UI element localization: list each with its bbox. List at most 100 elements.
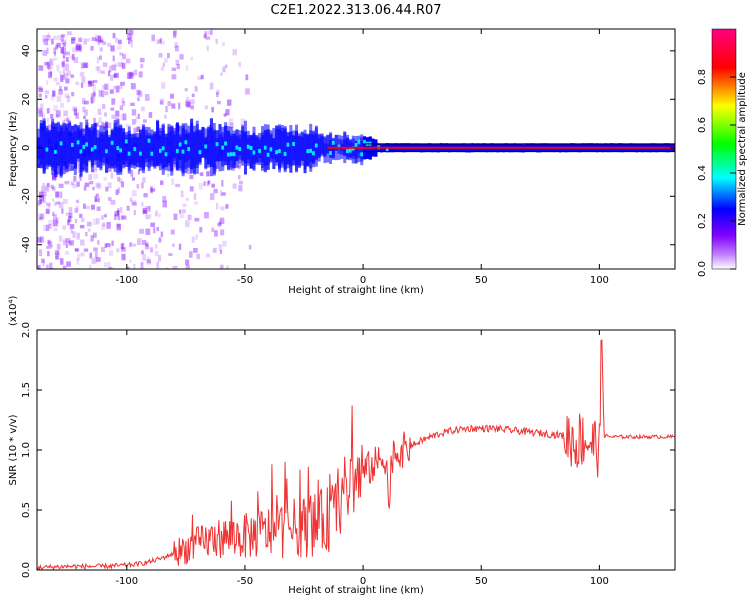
spectrogram-cell [92,232,97,238]
spectrogram-cell [198,182,204,190]
spectrogram-cell [160,100,163,105]
spectrogram-cell [238,130,242,156]
spectrogram-cell [63,110,68,117]
spectrogram-cell [47,239,51,245]
spectrogram-cell [93,247,98,252]
spectrogram-cell [185,264,190,269]
spectrogram-cell [249,134,253,169]
spectrogram-cell [142,253,147,261]
spectrogram-cell [190,105,194,110]
spectrogram-cell [148,206,151,212]
spectrogram-cell [90,95,96,103]
spectrogram-cell [159,180,164,186]
spectrogram-cell [175,59,180,66]
spectrogram-cell [150,151,155,156]
spectrogram-cell [227,99,232,106]
spectrogram-cell [229,122,234,129]
spectrogram-cell [92,91,96,96]
spectrogram-cell [110,128,114,166]
spectrogram-cell [106,221,111,229]
spectrogram-cell [68,121,72,163]
spectrogram-cell [278,149,283,154]
spectrogram-cell [113,86,116,90]
spectrogram-cell [110,172,114,179]
spectrogram-cell [47,124,53,131]
spectrogram-cell [204,144,209,149]
spectrogram-cell [143,193,148,198]
spectrogram-cell [86,221,92,227]
spectrogram-cell [246,137,250,166]
spectrogram-cell [275,150,280,155]
spectrogram-cell [187,169,192,175]
spectrogram-cell [87,80,92,85]
spectrogram-cell [178,209,182,214]
spectrogram-cell [99,55,102,60]
spectrogram-cell [107,182,112,189]
spectrogram-cell [241,131,245,166]
spectrogram-cell [79,224,85,229]
spectrogram-cell [348,148,353,153]
spectrogram-cell [174,41,178,48]
spectrogram-cell [131,190,137,197]
spectrogram-cell [73,125,77,169]
spectrogram-cell [248,244,252,250]
spectrogram-cell [156,261,160,269]
spectrogram-cell [66,31,72,36]
spectrogram-cell [74,248,79,252]
colorbar-tick-label: 0.8 [697,69,708,85]
spectrogram-cell [75,160,78,165]
spectrogram-cell [181,209,186,214]
spectrogram-cell [138,71,143,78]
spectrogram-cell [131,177,136,181]
spectrogram-cell [185,100,190,107]
spectrogram-cell [112,55,115,62]
spectrogram-cell [147,256,150,263]
spectrogram-cell [132,119,136,125]
spectrogram-cell [235,136,239,168]
spectrogram-cell [42,192,48,197]
spectrogram-cell [76,232,80,240]
spectrogram-cell [164,152,169,157]
spectrogram-cell [110,267,114,269]
spectrogram-cell [38,249,43,257]
spectrogram-cell [115,110,120,117]
spectrogram-cell [64,86,68,91]
spectrogram-cell [50,244,53,249]
spectrogram-cell [192,131,196,174]
spectrogram-cell [53,57,58,61]
spectrogram-cell [173,165,177,170]
spectrogram-cell [74,218,78,224]
spectrogram-cell [55,44,59,50]
spectrogram-cell [98,37,104,44]
spectrogram-cell [179,213,185,219]
spectrogram-cell [235,145,240,150]
spectrogram-cell [156,120,160,166]
spectrogram-cell [79,213,83,218]
spectrogram-cell [141,126,145,171]
spectrogram-cell [191,236,195,243]
spectrogram-cell [229,152,234,157]
spectrogram-cell [131,109,137,116]
spectrogram-cell [160,66,164,71]
spectrogram-x-label: Height of straight line (km) [288,285,424,296]
spectrogram-cell [47,32,50,37]
spectrogram-cell [168,253,173,257]
spectrogram-cell [181,149,186,154]
spectrogram-cell [122,215,127,220]
spectrogram-cell [136,133,140,163]
spectrogram-cell [153,227,156,234]
spectrogram-cell [48,130,52,166]
spectrogram-cell [190,56,193,61]
spectrogram-cell [184,140,189,145]
spectrogram-cell [62,131,66,175]
spectrogram-cell [46,47,49,55]
spectrogram-cell [263,129,267,172]
spectrogram-cell [213,188,218,194]
spectrogram-cell [145,205,149,210]
spectrogram-cell [55,217,59,224]
spectrogram-cell [80,252,85,257]
spectrogram-cell [357,141,361,159]
spectrogram-cell [121,253,126,261]
spectrogram-cell [246,144,251,149]
spectrogram-cell [119,52,124,56]
